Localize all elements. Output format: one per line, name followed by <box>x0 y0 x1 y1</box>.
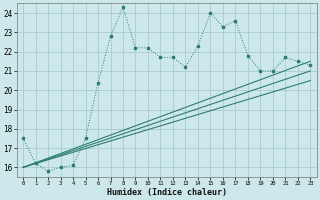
X-axis label: Humidex (Indice chaleur): Humidex (Indice chaleur) <box>107 188 227 197</box>
